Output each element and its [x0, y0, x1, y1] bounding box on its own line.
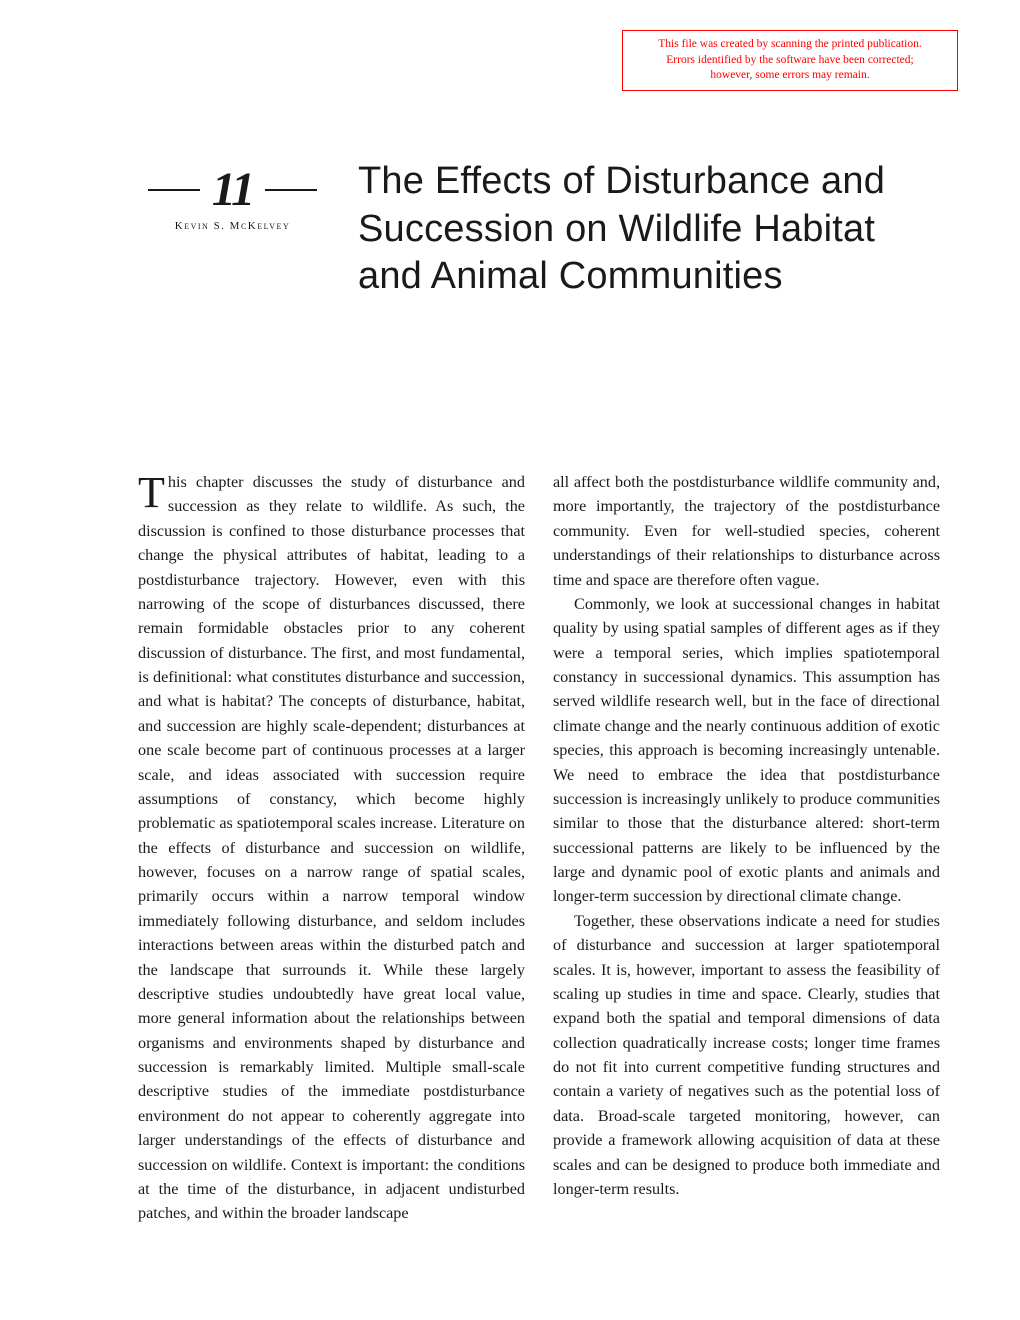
- notice-line-1: This file was created by scanning the pr…: [633, 37, 947, 53]
- chapter-title: The Effects of Disturbance and Successio…: [358, 158, 940, 301]
- column-left: This chapter discusses the study of dist…: [138, 470, 525, 1226]
- decorative-line-left: [148, 189, 200, 191]
- decorative-line-right: [265, 189, 317, 191]
- chapter-author: Kevin S. McKelvey: [135, 220, 330, 232]
- paragraph-2: all affect both the postdisturbance wild…: [553, 470, 940, 592]
- chapter-number: 11: [212, 166, 253, 214]
- column-right: all affect both the postdisturbance wild…: [553, 470, 940, 1226]
- notice-line-2: Errors identified by the software have b…: [633, 53, 947, 69]
- notice-line-3: however, some errors may remain.: [633, 68, 947, 84]
- scan-notice-box: This file was created by scanning the pr…: [622, 30, 958, 91]
- chapter-number-block: 11 Kevin S. McKelvey: [135, 158, 330, 232]
- paragraph-3: Commonly, we look at successional change…: [553, 592, 940, 909]
- paragraph-1: This chapter discusses the study of dist…: [138, 470, 525, 1226]
- chapter-number-row: 11: [135, 166, 330, 214]
- paragraph-4: Together, these observations indicate a …: [553, 909, 940, 1202]
- chapter-header: 11 Kevin S. McKelvey The Effects of Dist…: [135, 158, 940, 301]
- body-columns: This chapter discusses the study of dist…: [138, 470, 940, 1226]
